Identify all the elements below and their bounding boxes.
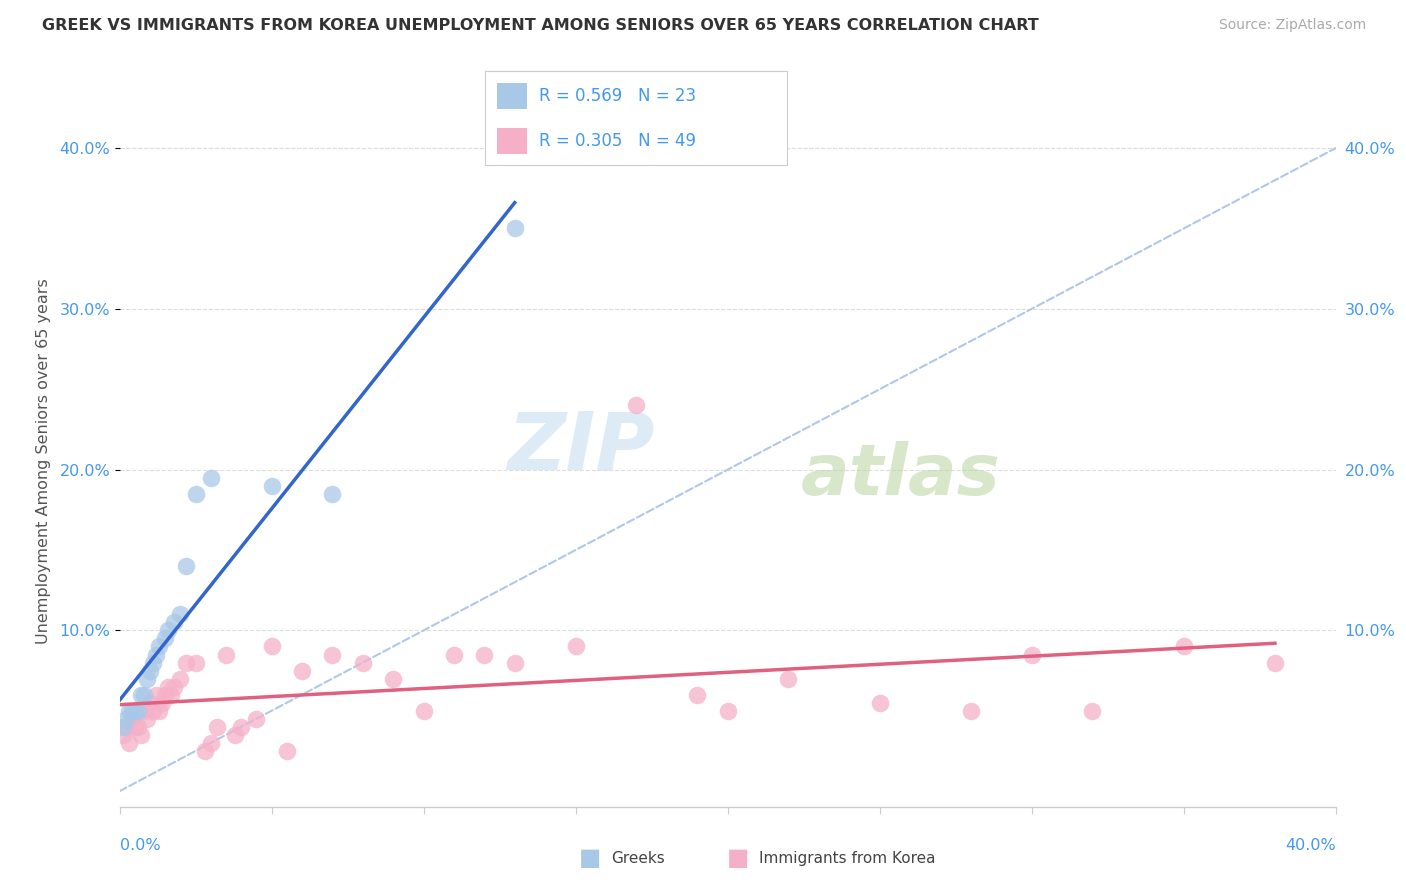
Point: [139, 696, 162, 710]
Point: [124, 720, 146, 734]
Y-axis label: Unemployment Among Seniors over 65 years: Unemployment Among Seniors over 65 years: [37, 278, 51, 645]
Point: [412, 704, 434, 718]
Point: [231, 720, 253, 734]
Point: [129, 688, 152, 702]
Point: [121, 704, 143, 718]
Point: [148, 640, 170, 654]
Point: [127, 720, 149, 734]
Point: [117, 704, 139, 718]
Point: [686, 688, 709, 702]
Text: GREEK VS IMMIGRANTS FROM KOREA UNEMPLOYMENT AMONG SENIORS OVER 65 YEARS CORRELAT: GREEK VS IMMIGRANTS FROM KOREA UNEMPLOYM…: [42, 18, 1039, 33]
Point: [124, 704, 146, 718]
Point: [276, 744, 298, 758]
Point: [321, 648, 343, 662]
Text: Source: ZipAtlas.com: Source: ZipAtlas.com: [1219, 18, 1367, 32]
Point: [869, 696, 891, 710]
Point: [148, 704, 170, 718]
Point: [157, 680, 180, 694]
Point: [129, 728, 152, 742]
Text: R = 0.569   N = 23: R = 0.569 N = 23: [540, 87, 696, 104]
Text: Immigrants from Korea: Immigrants from Korea: [759, 851, 936, 865]
Point: [163, 680, 186, 694]
Point: [352, 656, 374, 670]
Point: [382, 672, 405, 686]
Point: [111, 720, 134, 734]
Point: [169, 672, 191, 686]
Point: [153, 688, 176, 702]
Point: [132, 704, 155, 718]
Point: [163, 615, 186, 630]
Point: [135, 672, 157, 686]
Point: [142, 704, 165, 718]
Point: [503, 221, 526, 235]
Text: ■: ■: [727, 847, 749, 870]
Point: [291, 664, 314, 678]
Point: [321, 487, 343, 501]
Text: R = 0.305   N = 49: R = 0.305 N = 49: [540, 132, 696, 150]
Point: [114, 720, 136, 734]
Point: [184, 656, 207, 670]
Point: [717, 704, 740, 718]
Point: [111, 728, 134, 742]
Text: ZIP: ZIP: [508, 409, 655, 487]
Text: 0.0%: 0.0%: [120, 838, 160, 854]
Point: [778, 672, 800, 686]
Point: [260, 479, 283, 493]
Point: [1081, 704, 1104, 718]
Text: 40.0%: 40.0%: [1285, 838, 1336, 854]
Point: [117, 736, 139, 750]
Point: [443, 648, 465, 662]
Point: [169, 607, 191, 622]
Bar: [498, 128, 527, 153]
Point: [472, 648, 496, 662]
Bar: [498, 83, 527, 109]
Point: [215, 648, 238, 662]
Point: [153, 632, 176, 646]
Text: Greeks: Greeks: [612, 851, 665, 865]
Point: [132, 688, 155, 702]
Point: [150, 696, 173, 710]
Text: ■: ■: [579, 847, 602, 870]
Point: [1021, 648, 1043, 662]
Point: [176, 656, 198, 670]
Point: [224, 728, 246, 742]
Point: [121, 712, 143, 726]
Point: [135, 712, 157, 726]
Point: [200, 471, 222, 485]
Point: [145, 648, 167, 662]
Point: [184, 487, 207, 501]
Point: [245, 712, 267, 726]
Point: [960, 704, 983, 718]
Point: [503, 656, 526, 670]
Point: [626, 398, 648, 412]
Point: [564, 640, 586, 654]
Point: [1173, 640, 1195, 654]
Text: atlas: atlas: [800, 441, 1000, 510]
Point: [160, 688, 183, 702]
Point: [200, 736, 222, 750]
Point: [1264, 656, 1286, 670]
Point: [260, 640, 283, 654]
Point: [194, 744, 217, 758]
Point: [114, 712, 136, 726]
Point: [145, 688, 167, 702]
Point: [176, 559, 198, 574]
Point: [127, 704, 149, 718]
Point: [205, 720, 228, 734]
Point: [157, 624, 180, 638]
Point: [139, 664, 162, 678]
Point: [142, 656, 165, 670]
